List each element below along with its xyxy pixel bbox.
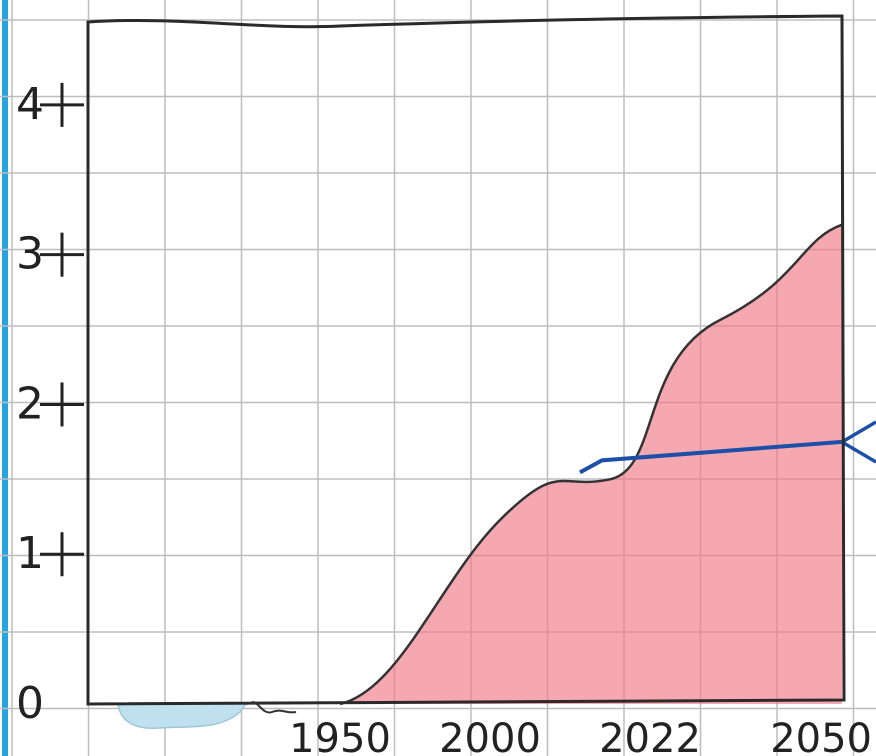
squiggle [249, 701, 297, 714]
area-fill [340, 224, 842, 704]
arrow-icon [838, 420, 876, 464]
plot-frame [86, 14, 846, 706]
x-tick-label: 2000 [439, 716, 541, 756]
reference-line [579, 439, 843, 475]
y-axis-ticks: 0 1 2 3 4 [16, 79, 84, 729]
curve-outline [339, 223, 843, 706]
y-tick-label: 2 [16, 378, 44, 429]
x-tick-label: 1950 [289, 716, 391, 756]
below-zero-area [117, 703, 249, 729]
y-tick-label: 0 [16, 678, 44, 729]
x-tick-label: 2050 [770, 716, 872, 756]
y-tick-label: 3 [16, 229, 44, 280]
x-tick-label: 2022 [599, 716, 701, 756]
x-axis-ticks: 1950 2000 2022 2050 [289, 716, 872, 756]
y-tick-label: 1 [16, 528, 44, 579]
y-tick-label: 4 [16, 79, 44, 130]
